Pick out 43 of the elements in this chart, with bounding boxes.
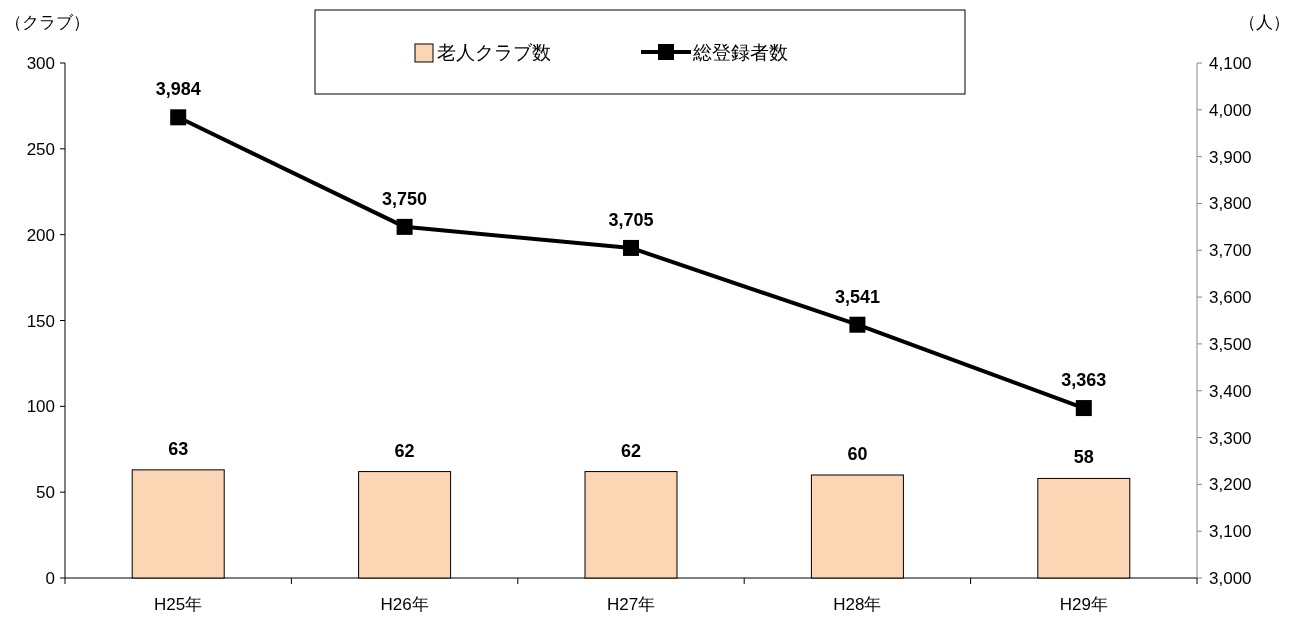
- y-tick-label: 300: [26, 54, 55, 73]
- y-axis-title: （クラブ）: [5, 13, 90, 32]
- data-label: 63: [168, 438, 189, 459]
- point: [396, 218, 413, 235]
- data-label: 62: [394, 440, 415, 461]
- y2-tick-label: 3,700: [1209, 241, 1252, 261]
- data-label: 3,984: [155, 79, 201, 100]
- data-label: 3,541: [834, 286, 880, 307]
- legend-label: 総登録者数: [692, 42, 788, 63]
- y2-axis-title: （人）: [1239, 13, 1290, 32]
- point: [170, 109, 187, 126]
- data-label: 58: [1073, 447, 1094, 468]
- x-tick-label: H28年: [833, 595, 882, 614]
- y2-tick-label: 3,300: [1209, 428, 1252, 448]
- y2-tick-label: 4,100: [1209, 54, 1252, 73]
- y-tick-label: 200: [26, 225, 55, 245]
- legend-label: 老人クラブ数: [437, 42, 551, 63]
- point: [1075, 400, 1092, 417]
- x-tick-label: H26年: [380, 595, 429, 614]
- x-tick-label: H27年: [606, 595, 656, 614]
- y-tick-label: 250: [26, 139, 55, 159]
- data-label: 3,750: [382, 188, 428, 209]
- x-tick-label: H29年: [1059, 595, 1108, 614]
- y-tick-label: 100: [26, 397, 55, 417]
- y2-tick-label: 3,600: [1209, 288, 1252, 308]
- y2-tick-label: 3,800: [1209, 194, 1252, 214]
- y2-tick-label: 4,000: [1209, 100, 1252, 120]
- point: [849, 316, 866, 333]
- y2-tick-label: 3,000: [1209, 569, 1252, 588]
- data-label: 62: [620, 440, 642, 461]
- y2-tick-label: 3,200: [1209, 475, 1252, 495]
- data-label: 60: [847, 444, 868, 464]
- y2-tick-label: 3,400: [1209, 381, 1252, 401]
- y-tick-label: 50: [36, 483, 55, 503]
- y-tick-label: 150: [26, 311, 55, 331]
- y-tick-label: 0: [45, 569, 55, 588]
- y2-tick-label: 3,500: [1209, 334, 1252, 354]
- y2-tick-label: 3,900: [1209, 147, 1252, 167]
- data-label: 3,705: [608, 209, 654, 230]
- x-tick-label: H25年: [154, 595, 203, 614]
- point: [623, 239, 639, 256]
- y2-tick-label: 3,100: [1209, 522, 1252, 542]
- data-label: 3,363: [1061, 370, 1107, 391]
